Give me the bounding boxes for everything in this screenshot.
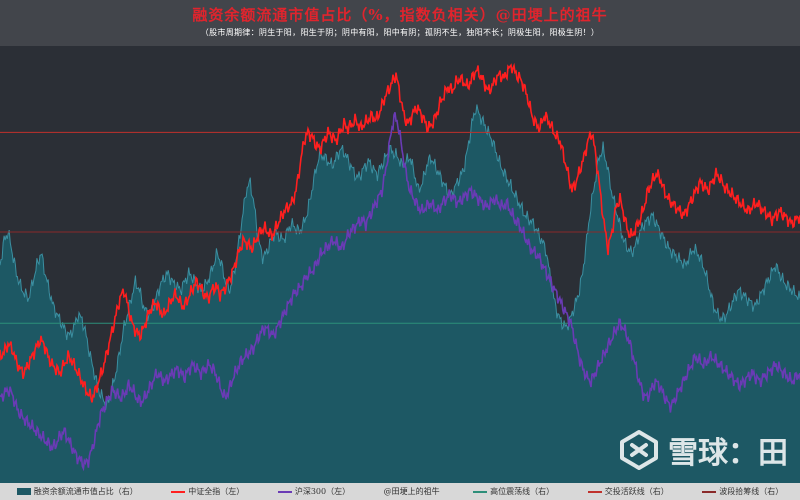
legend-item-4: 高位震荡线（右） [473,486,554,497]
legend-label-6: 波段拾筹线（右） [719,487,784,496]
series-line-2 [0,112,800,472]
legend-item-1: 中证全指（左） [171,486,244,497]
chart-header: 融资余额流通市值占比（%，指数负相关）@田埂上的祖牛 （股市周期律：阴生于阳，阳… [0,0,800,46]
legend-swatch-2 [277,490,292,493]
series-line-1 [0,62,800,403]
legend-item-3: @田埂上的祖牛 [384,486,440,497]
legend-label-0: 融资余额流通市值占比（右） [33,487,138,496]
legend-swatch-5 [587,490,602,493]
legend-item-5: 交投活跃线（右） [587,486,669,497]
chart-legend: 融资余额流通市值占比（右） 中证全指（左） 沪深300（左） @田埂上的祖牛 高位震荡线… [0,483,800,500]
chart-title: 融资余额流通市值占比（%，指数负相关）@田埂上的祖牛 [192,6,608,24]
area-series-fill [0,104,800,483]
chart-plot-area [0,46,800,483]
snowball-logo-icon [620,430,658,470]
area-series-edge [0,104,800,411]
watermark-text: 雪球：田 [668,436,788,471]
legend-swatch-4 [473,490,488,493]
watermark: 雪球：田 [618,428,788,472]
legend-label-3: @田埂上的祖牛 [383,487,440,496]
index-lines-layer [0,62,800,472]
legend-label-4: 高位震荡线（右） [490,487,555,496]
legend-swatch-0 [16,488,31,495]
chart-subtitle: （股市周期律：阴生于阳，阳生于阴；阴中有阳，阳中有阴；孤阴不生，独阳不长；阴极生… [200,28,600,37]
legend-label-5: 交投活跃线（右） [604,487,669,496]
legend-label-1: 中证全指（左） [188,487,245,496]
legend-label-2: 沪深300（左） [294,487,351,496]
legend-item-2: 沪深300（左） [277,486,351,497]
legend-swatch-1 [171,490,186,493]
legend-item-0: 融资余额流通市值占比（右） [16,486,138,497]
legend-swatch-6 [702,490,717,493]
legend-item-6: 波段拾筹线（右） [702,486,783,497]
area-series-layer [0,104,800,483]
